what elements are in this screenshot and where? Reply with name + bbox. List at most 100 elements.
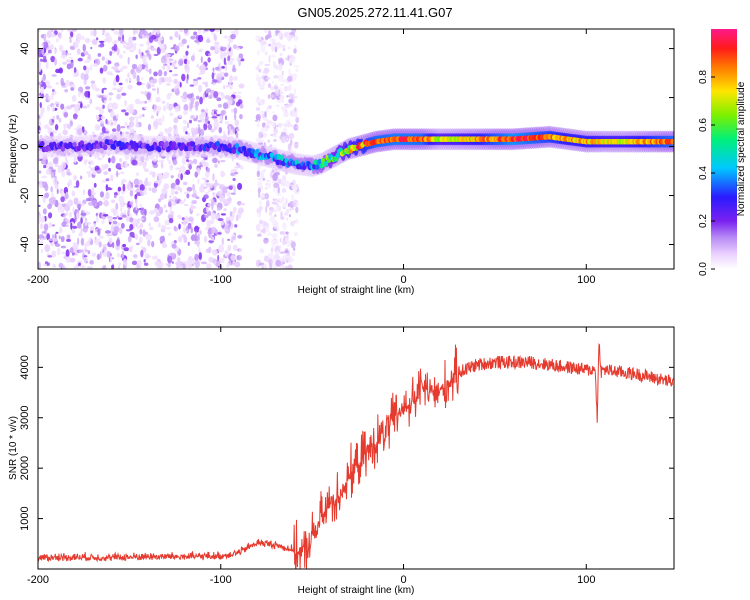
spectrogram-cell <box>227 244 232 252</box>
spectrogram-cell <box>121 181 124 186</box>
spectrogram-cell <box>282 47 286 51</box>
spectrogram-cell <box>51 192 54 198</box>
spectrogram-cell <box>157 37 164 41</box>
spectrogram-cell <box>71 252 76 255</box>
spectrogram-cell <box>232 126 235 133</box>
spectrogram-cell <box>233 44 238 50</box>
spectrogram-cell <box>219 114 223 122</box>
spectrogram-cell <box>47 255 53 258</box>
spectrogram-cell <box>63 214 66 219</box>
spectrogram-cell <box>281 80 287 83</box>
spectrogram-cell <box>208 233 213 239</box>
spectrogram-cell <box>217 254 220 262</box>
spectrogram-cell <box>76 33 82 42</box>
spectrogram-cell <box>171 261 174 264</box>
spectrogram-cell <box>138 114 142 119</box>
spectrogram-cell <box>50 55 56 63</box>
spectrogram-cell <box>46 30 52 39</box>
spectrogram-cell <box>211 249 218 256</box>
spectrogram-cell <box>142 229 146 237</box>
spectrogram-cell <box>60 29 64 33</box>
spectrogram-x-ticks: -200 -100 0 100 <box>27 29 595 286</box>
spectrogram-cell <box>41 77 45 81</box>
spectrogram-cell <box>91 252 97 257</box>
spectrogram-cell <box>129 217 134 223</box>
spectrogram-cell <box>276 226 280 233</box>
spectrogram-cell <box>134 184 139 188</box>
spectrogram-cell <box>258 99 265 106</box>
spectrogram-cell <box>232 91 238 95</box>
spectrogram-cell <box>113 30 119 35</box>
spectrogram-cell <box>156 262 163 269</box>
spectrogram-cell <box>287 143 292 151</box>
spectrogram-cell <box>208 240 215 243</box>
spectrogram-cell <box>135 54 138 60</box>
spectrogram-cell <box>268 55 271 63</box>
spectrogram-cell <box>258 219 263 225</box>
spectrogram-cell <box>200 64 206 73</box>
spectrogram-cell <box>117 87 124 91</box>
spectrogram-cell <box>283 111 289 118</box>
spectrogram-cell <box>153 216 160 223</box>
spectrogram-cell <box>49 44 55 50</box>
spectrogram-cell <box>66 59 71 63</box>
spectrogram-cell <box>75 180 80 188</box>
spectrogram-cell <box>151 47 156 51</box>
spectrogram-cell <box>166 102 170 110</box>
spectrogram-cell <box>257 180 263 188</box>
spectrogram-cell <box>186 122 190 129</box>
spectrogram-cell <box>271 45 275 52</box>
spectrogram-cell <box>83 73 89 81</box>
colorbar-label: Normalized spectral amplitude <box>736 81 747 216</box>
spectrogram-cell <box>108 139 114 145</box>
spectrogram-cell <box>141 191 144 197</box>
spectrogram-cell <box>289 139 293 146</box>
spectrogram-cell <box>106 71 113 76</box>
spectrogram-cell <box>288 93 295 99</box>
spectrogram-cell <box>255 35 262 41</box>
spectrogram-cell <box>183 109 188 116</box>
spectrogram-cell <box>61 203 66 208</box>
spectrogram-cell <box>204 29 209 32</box>
spectrogram-cell <box>207 57 211 63</box>
spectrogram-cell <box>223 57 227 65</box>
spectrogram-cell <box>186 193 190 199</box>
spectrogram-cell <box>108 102 113 108</box>
spectrogram-cells <box>38 29 674 269</box>
spectrogram-cell <box>206 39 211 43</box>
spectrogram-cell <box>182 91 188 100</box>
spectrogram-cell <box>256 170 260 178</box>
spectrogram-cell <box>55 81 59 85</box>
spectrogram-cell <box>102 77 107 84</box>
spectrogram-cell <box>40 140 45 147</box>
spectrogram-cell <box>234 112 237 121</box>
spectrogram-cell <box>272 111 275 114</box>
spectrogram-cell <box>280 178 285 186</box>
spectrogram-cell <box>191 193 198 198</box>
spectrogram-cell <box>269 171 273 179</box>
spectrogram-cell <box>287 264 293 269</box>
spectrogram-cell <box>180 95 186 98</box>
spectrogram-cell <box>45 81 51 86</box>
spectrogram-cell <box>209 29 215 32</box>
spectrogram-cell <box>121 250 124 259</box>
spectrogram-cell <box>193 31 198 36</box>
spectrogram-cell <box>199 230 202 235</box>
spectrogram-cell <box>224 35 228 39</box>
spectrogram-cell <box>288 98 294 104</box>
spectrogram-cell <box>175 198 178 203</box>
spectrogram-cell <box>213 120 220 129</box>
spectrogram-cell <box>195 95 200 100</box>
spectrogram-cell <box>144 100 148 104</box>
spectrogram-cell <box>84 249 90 252</box>
spectrogram-cell <box>238 59 242 67</box>
spectrogram-cell <box>181 73 186 82</box>
spectrogram-cell <box>44 192 50 199</box>
spectrogram-cell <box>222 102 229 110</box>
spectrogram-cell <box>274 43 277 48</box>
spectrogram-cell <box>62 61 68 65</box>
spectrogram-cell <box>224 121 230 125</box>
spectrogram-cell <box>269 215 275 223</box>
spectrogram-cell <box>220 220 225 226</box>
spectrogram-cell <box>198 252 203 260</box>
